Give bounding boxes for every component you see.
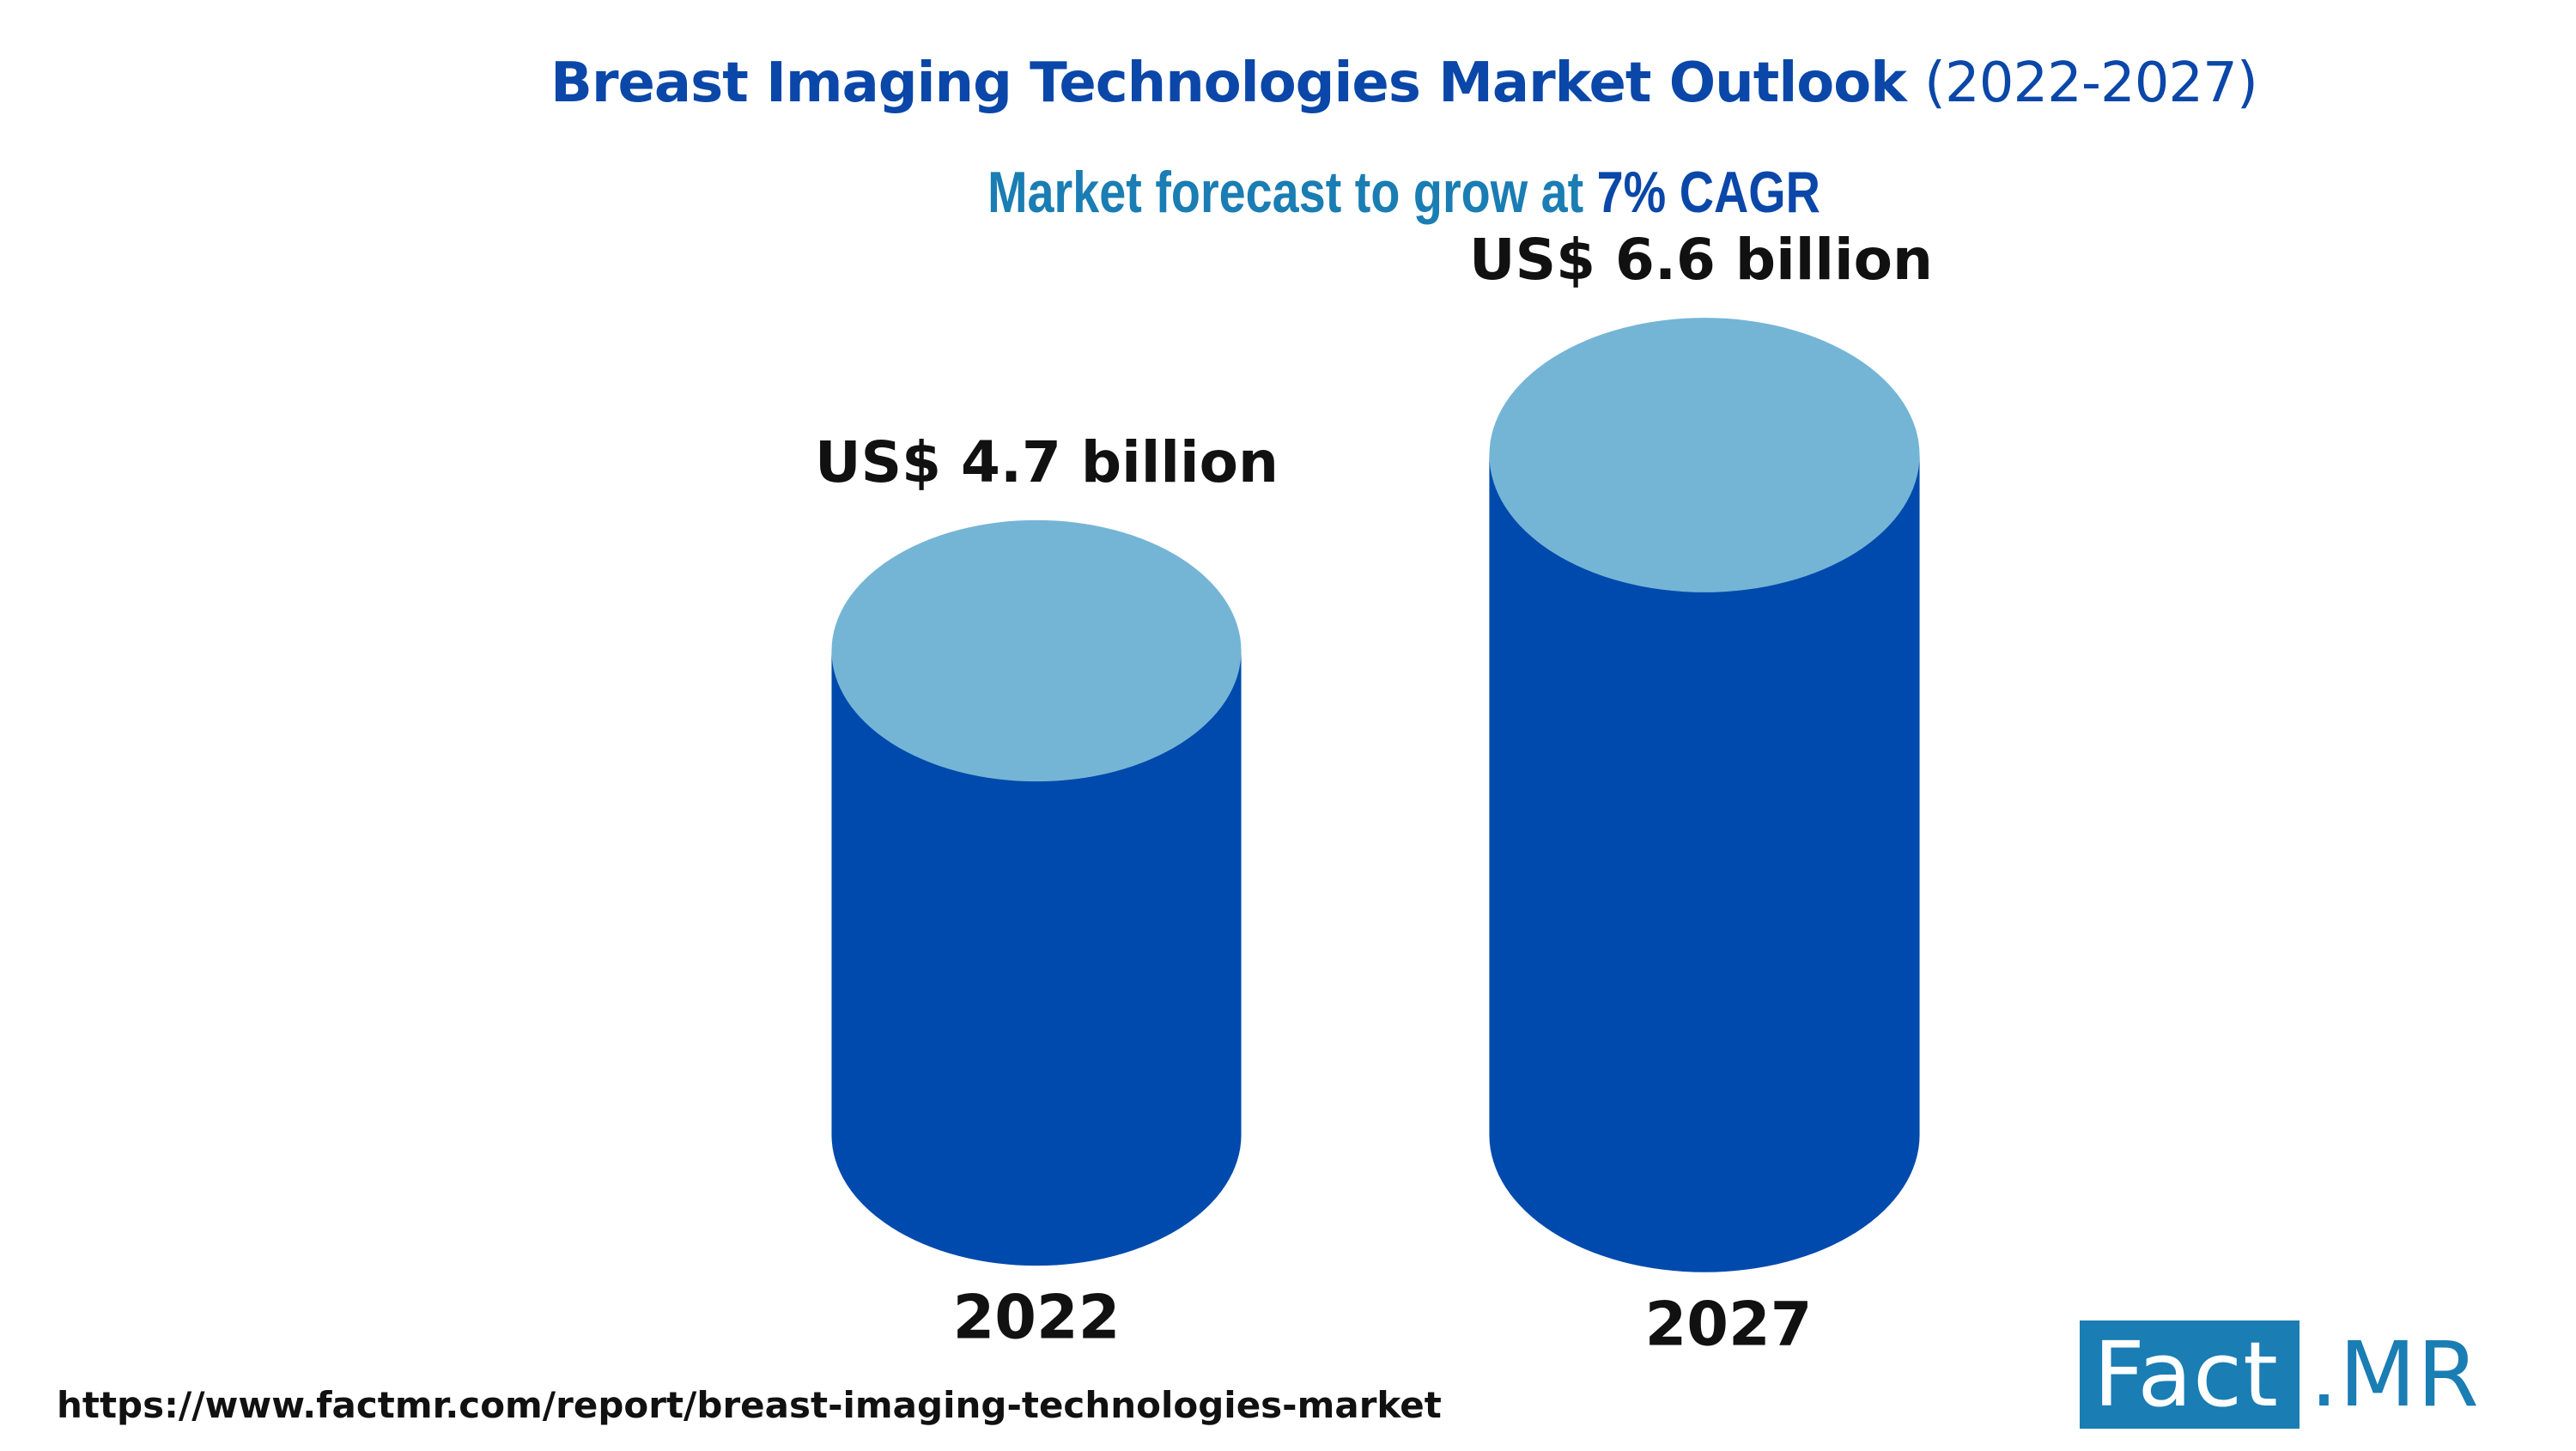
cagr-highlight: 7% CAGR: [1596, 160, 1820, 225]
value-label: US$ 6.6 billion: [1469, 227, 1933, 293]
cylinder-top: [1489, 318, 1920, 592]
chart-subtitle-main: Market forecast to grow at: [987, 160, 1597, 225]
chart-title-main: Breast Imaging Technologies Market Outlo…: [550, 52, 1925, 115]
logo-part-fact: Fact: [2080, 1320, 2300, 1429]
cylinder-body: [1489, 455, 1920, 1272]
cylinder-bar-2027: US$ 6.6 billion 2027: [1469, 227, 1933, 1359]
chart-title-years: (2022-2027): [1924, 52, 2258, 115]
value-label: US$ 4.7 billion: [815, 429, 1279, 495]
category-label: 2027: [1645, 1290, 1813, 1360]
source-url[interactable]: https://www.factmr.com/report/breast-ima…: [57, 1384, 1442, 1426]
category-label: 2022: [953, 1282, 1121, 1352]
cylinder-top: [831, 519, 1242, 782]
chart-subtitle: Market forecast to grow at 7% CAGR: [252, 159, 2555, 226]
cylinder-bar-2022: US$ 4.7 billion 2022: [815, 429, 1279, 1353]
chart-title: Breast Imaging Technologies Market Outlo…: [0, 52, 2576, 115]
cylinder-body: [831, 651, 1242, 1266]
logo-part-mr: .MR: [2309, 1322, 2481, 1427]
factmr-logo: Fact .MR: [2080, 1320, 2480, 1429]
